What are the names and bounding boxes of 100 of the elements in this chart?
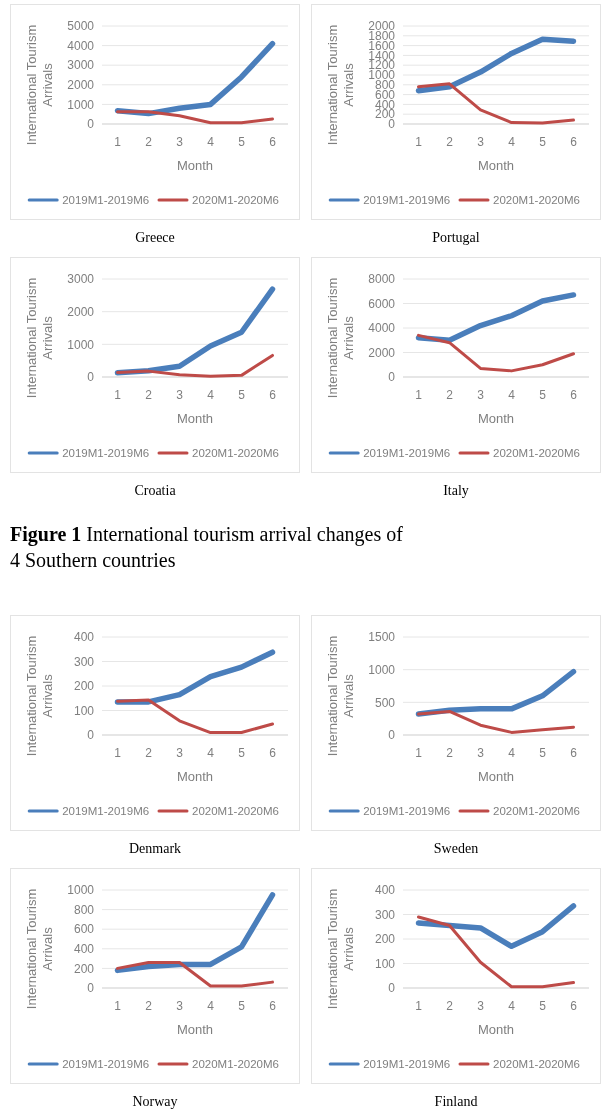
y-tick-label: 1800 xyxy=(368,29,396,43)
legend-label: 2020M1-2020M6 xyxy=(192,1058,279,1071)
x-tick-label: 4 xyxy=(207,135,215,149)
x-tick-label: 3 xyxy=(176,388,184,402)
y-tick-label: 2000 xyxy=(368,345,396,360)
legend-label: 2020M1-2020M6 xyxy=(192,194,279,207)
legend-label: 2020M1-2020M6 xyxy=(493,805,580,818)
x-tick-label: 3 xyxy=(176,135,184,149)
y-tick-label: 300 xyxy=(374,907,396,922)
y-tick-label: 3000 xyxy=(67,58,95,73)
x-tick-label: 4 xyxy=(508,999,516,1013)
text: Portugal xyxy=(432,230,480,245)
y-tick-label: 0 xyxy=(87,117,95,132)
x-tick-label: 2 xyxy=(145,388,153,402)
y-tick-label: 800 xyxy=(374,78,396,92)
x-tick-label: 2 xyxy=(446,746,454,760)
x-axis-title: Month xyxy=(477,1022,515,1037)
y-tick-label: 3000 xyxy=(67,272,95,287)
legend-label: 2019M1-2019M6 xyxy=(363,1058,451,1071)
x-tick-label: 5 xyxy=(539,746,547,760)
line-series xyxy=(116,353,274,378)
legend-label: 2019M1-2019M6 xyxy=(62,1058,150,1071)
y-tick-label: 8000 xyxy=(368,272,396,287)
y-axis-title: International Tourism Arrivals xyxy=(325,888,356,1010)
x-tick-label: 4 xyxy=(508,388,516,402)
y-tick-label: 1500 xyxy=(368,630,396,645)
x-tick-label: 1 xyxy=(415,999,423,1013)
y-tick-label: 4000 xyxy=(67,38,95,53)
x-tick-label: 5 xyxy=(238,999,246,1013)
text: Italy xyxy=(443,483,469,498)
x-axis-title: Month xyxy=(176,158,214,173)
x-axis-title: Month xyxy=(176,411,214,426)
y-tick-label: 1000 xyxy=(67,883,95,898)
y-axis-title: International Tourism Arrivals xyxy=(325,635,356,757)
y-tick-label: 400 xyxy=(374,883,396,898)
y-tick-label: 0 xyxy=(388,981,396,996)
y-axis-title: International Tourism Arrivals xyxy=(325,24,356,146)
y-tick-label: 0 xyxy=(87,981,95,996)
x-tick-label: 3 xyxy=(176,746,184,760)
line-series xyxy=(417,915,575,989)
legend-label: 2019M1-2019M6 xyxy=(363,447,451,460)
x-tick-label: 1 xyxy=(114,746,122,760)
y-tick-label: 5000 xyxy=(67,19,95,34)
y-tick-label: 1000 xyxy=(67,337,95,352)
y-axis-title: International Tourism Arrivals xyxy=(24,635,55,757)
line-series xyxy=(116,698,274,735)
x-tick-label: 2 xyxy=(446,999,454,1013)
x-tick-label: 4 xyxy=(508,135,516,149)
y-tick-label: 200 xyxy=(73,679,95,694)
legend-label: 2019M1-2019M6 xyxy=(363,805,451,818)
text: Finland xyxy=(434,1094,478,1109)
legend-label: 2020M1-2020M6 xyxy=(493,447,580,460)
legend-label: 2020M1-2020M6 xyxy=(493,194,580,207)
x-tick-label: 2 xyxy=(145,999,153,1013)
y-axis-title: International Tourism Arrivals xyxy=(24,888,55,1010)
text: Denmark xyxy=(128,841,182,856)
legend-label: 2019M1-2019M6 xyxy=(62,194,150,207)
y-tick-label: 100 xyxy=(73,703,95,718)
y-tick-label: 1000 xyxy=(67,97,95,112)
x-tick-label: 2 xyxy=(145,746,153,760)
y-axis-title: International Tourism Arrivals xyxy=(24,277,55,399)
x-tick-label: 6 xyxy=(269,135,277,149)
y-tick-label: 0 xyxy=(87,370,95,385)
legend-label: 2020M1-2020M6 xyxy=(192,805,279,818)
x-tick-label: 3 xyxy=(477,135,485,149)
x-axis-title: Month xyxy=(477,769,515,784)
x-tick-label: 5 xyxy=(238,135,246,149)
x-tick-label: 5 xyxy=(238,746,246,760)
x-tick-label: 2 xyxy=(446,388,454,402)
text: Norway xyxy=(132,1094,178,1109)
x-tick-label: 2 xyxy=(446,135,454,149)
legend-label: 2020M1-2020M6 xyxy=(493,1058,580,1071)
x-tick-label: 1 xyxy=(415,746,423,760)
x-tick-label: 2 xyxy=(145,135,153,149)
y-tick-label: 0 xyxy=(388,728,396,743)
y-tick-label: 800 xyxy=(73,902,95,917)
text: Greece xyxy=(135,230,175,245)
x-tick-label: 1 xyxy=(114,135,122,149)
line-series xyxy=(417,82,575,125)
x-tick-label: 6 xyxy=(269,746,277,760)
y-tick-label: 600 xyxy=(73,922,95,937)
y-axis-title: International Tourism Arrivals xyxy=(24,24,55,146)
x-tick-label: 6 xyxy=(570,135,578,149)
y-tick-label: 500 xyxy=(374,695,396,710)
x-tick-label: 4 xyxy=(508,746,516,760)
line-series xyxy=(116,961,274,988)
x-tick-label: 5 xyxy=(539,388,547,402)
x-tick-label: 1 xyxy=(415,135,423,149)
x-tick-label: 5 xyxy=(238,388,246,402)
text: Croatia xyxy=(134,483,177,498)
x-tick-label: 1 xyxy=(415,388,423,402)
x-axis-title: Month xyxy=(477,411,515,426)
x-tick-label: 4 xyxy=(207,999,215,1013)
x-tick-label: 6 xyxy=(570,999,578,1013)
line-series xyxy=(116,110,274,125)
x-tick-label: 6 xyxy=(570,388,578,402)
text: Sweden xyxy=(433,841,479,856)
y-tick-label: 400 xyxy=(73,630,95,645)
x-tick-label: 3 xyxy=(477,388,485,402)
y-tick-label: 100 xyxy=(374,956,396,971)
